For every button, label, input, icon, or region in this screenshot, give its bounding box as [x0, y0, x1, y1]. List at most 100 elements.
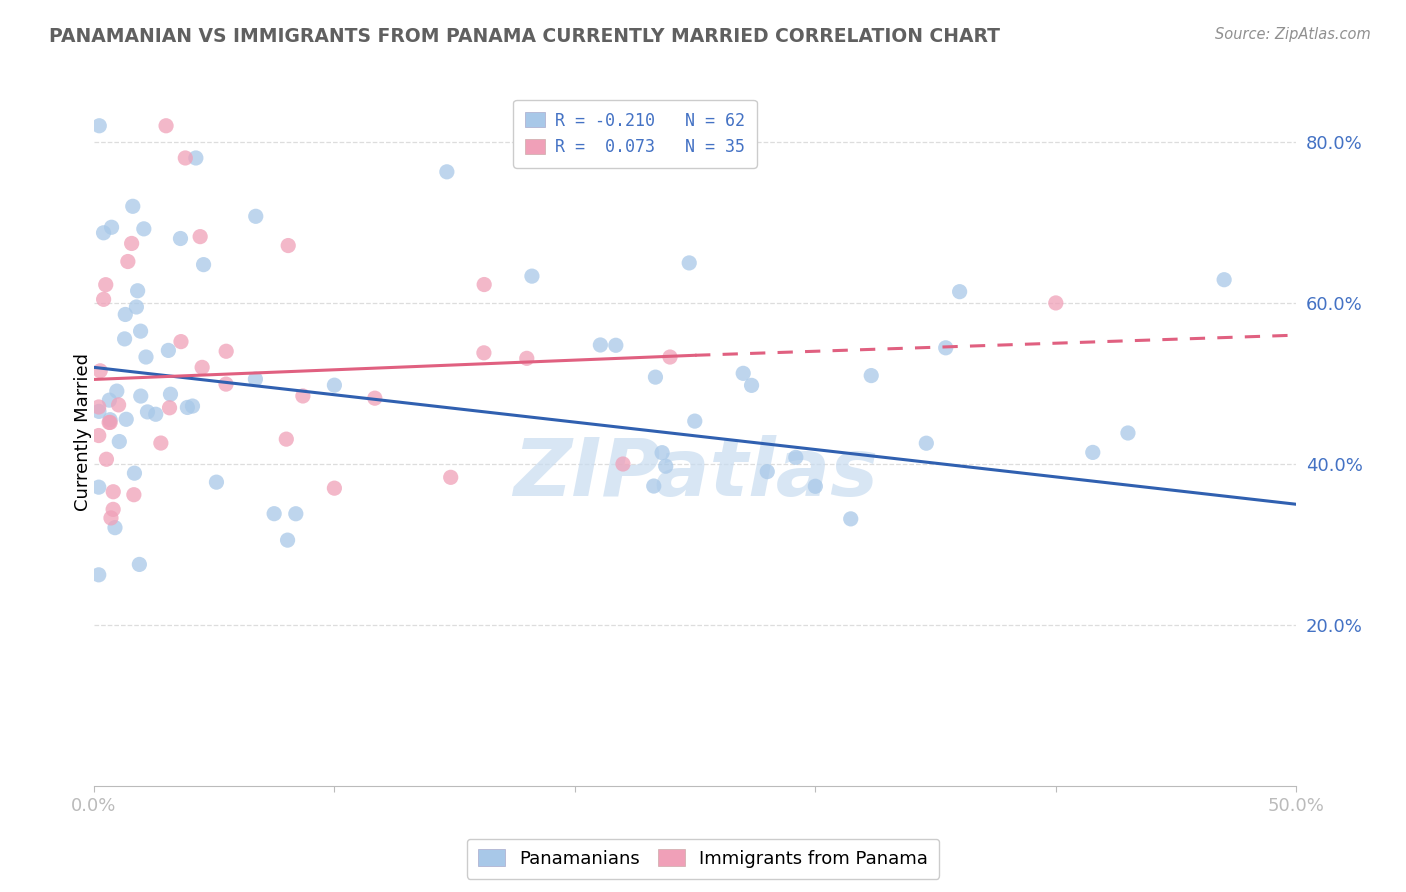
Point	[125, 300, 148, 314]
Point	[205, 475, 228, 490]
Point	[93, 293, 115, 307]
Point	[1045, 296, 1067, 310]
Point	[915, 436, 938, 450]
Point	[103, 484, 125, 499]
Point	[87, 400, 110, 414]
Point	[174, 151, 197, 165]
Point	[87, 428, 110, 442]
Point	[155, 119, 177, 133]
Text: ZIPatlas: ZIPatlas	[513, 435, 877, 513]
Point	[291, 389, 314, 403]
Point	[1213, 273, 1236, 287]
Point	[87, 567, 110, 582]
Point	[284, 507, 307, 521]
Point	[135, 350, 157, 364]
Point	[935, 341, 957, 355]
Point	[104, 521, 127, 535]
Point	[1081, 445, 1104, 459]
Point	[589, 338, 612, 352]
Point	[949, 285, 972, 299]
Point	[245, 209, 267, 223]
Point	[181, 399, 204, 413]
Point	[121, 199, 143, 213]
Point	[93, 226, 115, 240]
Point	[323, 481, 346, 495]
Point	[101, 502, 124, 516]
Point	[108, 434, 131, 449]
Point	[105, 384, 128, 398]
Point	[472, 277, 495, 292]
Point	[436, 165, 458, 179]
Point	[659, 350, 682, 364]
Point	[117, 254, 139, 268]
Point	[733, 367, 755, 381]
Point	[440, 470, 463, 484]
Point	[785, 450, 807, 465]
Point	[170, 334, 193, 349]
Point	[516, 351, 538, 366]
Point	[678, 256, 700, 270]
Point	[98, 393, 121, 408]
Point	[1116, 425, 1139, 440]
Point	[364, 391, 387, 405]
Point	[107, 398, 129, 412]
Point	[129, 389, 152, 403]
Point	[612, 457, 634, 471]
Point	[323, 378, 346, 392]
Point	[277, 238, 299, 252]
Point	[245, 372, 267, 386]
Point	[176, 401, 198, 415]
Legend: Panamanians, Immigrants from Panama: Panamanians, Immigrants from Panama	[467, 838, 939, 879]
Point	[136, 405, 159, 419]
Point	[191, 360, 214, 375]
Point	[100, 220, 122, 235]
Point	[605, 338, 627, 352]
Point	[188, 229, 211, 244]
Point	[839, 512, 862, 526]
Point	[100, 511, 122, 525]
Point	[520, 269, 543, 284]
Point	[157, 343, 180, 358]
Y-axis label: Currently Married: Currently Married	[75, 353, 91, 511]
Point	[121, 236, 143, 251]
Point	[215, 344, 238, 359]
Point	[114, 332, 136, 346]
Point	[643, 479, 665, 493]
Text: Source: ZipAtlas.com: Source: ZipAtlas.com	[1215, 27, 1371, 42]
Point	[94, 277, 117, 292]
Point	[860, 368, 883, 383]
Point	[124, 466, 146, 480]
Point	[159, 387, 181, 401]
Point	[193, 258, 215, 272]
Point	[184, 151, 207, 165]
Legend: R = -0.210   N = 62, R =  0.073   N = 35: R = -0.210 N = 62, R = 0.073 N = 35	[513, 100, 756, 168]
Point	[149, 436, 172, 450]
Point	[472, 346, 495, 360]
Point	[277, 533, 299, 548]
Point	[115, 412, 138, 426]
Point	[122, 488, 145, 502]
Point	[128, 558, 150, 572]
Point	[98, 413, 121, 427]
Point	[215, 377, 238, 392]
Point	[276, 432, 298, 446]
Point	[114, 308, 136, 322]
Point	[651, 445, 673, 459]
Point	[127, 284, 149, 298]
Point	[98, 416, 121, 430]
Point	[87, 404, 110, 418]
Point	[96, 452, 118, 467]
Point	[132, 222, 155, 236]
Point	[145, 407, 167, 421]
Point	[129, 324, 152, 338]
Point	[89, 364, 111, 378]
Point	[756, 465, 779, 479]
Point	[741, 378, 763, 392]
Point	[169, 231, 191, 245]
Point	[89, 119, 111, 133]
Point	[87, 480, 110, 494]
Point	[683, 414, 706, 428]
Point	[98, 416, 121, 430]
Text: PANAMANIAN VS IMMIGRANTS FROM PANAMA CURRENTLY MARRIED CORRELATION CHART: PANAMANIAN VS IMMIGRANTS FROM PANAMA CUR…	[49, 27, 1000, 45]
Point	[804, 479, 827, 493]
